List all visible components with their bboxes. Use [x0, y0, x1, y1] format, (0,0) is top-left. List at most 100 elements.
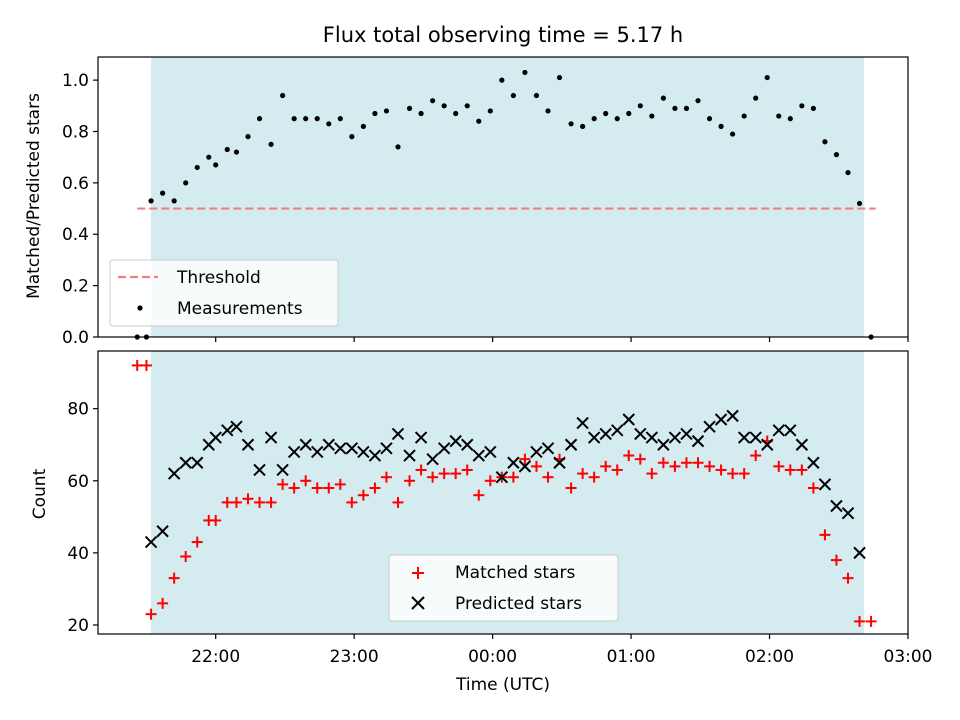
matched-star-point [577, 468, 589, 480]
matched-star-point [750, 450, 762, 462]
measurement-point [730, 131, 736, 137]
count-x-tick-label: 00:00 [468, 647, 517, 667]
matched-star-point [796, 464, 808, 476]
matched-star-point [265, 496, 277, 508]
measurement-point [706, 116, 713, 122]
matched-star-point [657, 457, 669, 469]
legend-measurements-swatch [137, 305, 143, 311]
measurement-point [476, 118, 482, 124]
predicted-star-point [634, 427, 647, 441]
measurement-point [224, 146, 230, 153]
predicted-star-point [426, 452, 439, 466]
ratio-x-ticks [215, 337, 909, 342]
matched-star-point [210, 514, 222, 526]
measurement-point [672, 105, 678, 111]
predicted-star-point [611, 424, 624, 437]
matched-star-point [461, 464, 473, 476]
measurement-point [556, 74, 563, 81]
legend-predicted-swatch [411, 596, 425, 610]
matched-star-point [323, 482, 335, 494]
matched-star-point [357, 489, 369, 501]
predicted-star-point [484, 445, 497, 459]
ratio-legend: Threshold Measurements [109, 259, 339, 327]
matched-star-point [830, 554, 842, 566]
predicted-star-point [414, 431, 428, 444]
predicted-star-point [179, 456, 192, 469]
predicted-star-point [576, 416, 589, 430]
predicted-star-point [680, 427, 693, 441]
chart-title: Flux total observing time = 5.17 h [323, 23, 683, 47]
measurement-point [383, 108, 390, 114]
predicted-star-point [668, 431, 682, 444]
count-y-tick-label: 20 [67, 616, 89, 636]
measurement-point [349, 134, 355, 140]
predicted-star-point [334, 442, 347, 455]
measurement-point [718, 123, 724, 129]
predicted-star-point [830, 499, 843, 513]
predicted-star-point [241, 438, 255, 451]
matched-star-point [784, 464, 796, 476]
matched-star-point [842, 572, 854, 584]
predicted-star-point [276, 463, 289, 477]
measurement-point [580, 123, 586, 129]
count-x-tick-label: 01:00 [607, 647, 656, 667]
measurement-point [148, 198, 154, 204]
predicted-star-point [221, 424, 234, 437]
predicted-star-point [518, 460, 532, 473]
predicted-star-point [495, 470, 509, 484]
predicted-star-point [841, 507, 855, 520]
count-legend-box [388, 554, 619, 622]
predicted-star-point [599, 427, 612, 441]
matched-star-point [415, 464, 427, 476]
matched-star-point [807, 482, 819, 494]
matched-star-point [140, 359, 152, 371]
count-x-ticks: 22:00 23:00 00:00 01:00 02:00 03:00 [191, 634, 933, 667]
predicted-star-point [784, 424, 797, 437]
legend-predicted-label: Predicted stars [455, 594, 582, 614]
measurement-point [510, 92, 516, 99]
measurement-point [626, 110, 632, 117]
matched-star-point [221, 496, 233, 508]
measurement-point [545, 108, 551, 114]
predicted-star-point [368, 449, 382, 462]
matched-star-point [311, 482, 323, 494]
measurement-point [245, 134, 251, 140]
matched-star-point [131, 359, 143, 371]
predicted-star-point [264, 431, 278, 444]
predicted-star-point [622, 413, 635, 426]
predicted-star-point [645, 431, 659, 444]
measurement-point [268, 141, 274, 147]
matched-star-point [380, 471, 392, 483]
measurement-point [810, 105, 816, 111]
predicted-star-point [530, 445, 543, 459]
measurement-point [776, 113, 782, 119]
predicted-star-point [772, 424, 785, 437]
measurement-point [591, 116, 597, 122]
matched-star-point [623, 450, 635, 462]
matched-star-point [242, 493, 254, 505]
count-y-ticks: 20 40 60 80 [67, 400, 98, 636]
measurement-point [303, 116, 309, 122]
measurement-point [256, 116, 263, 122]
measurement-point [683, 105, 690, 111]
predicted-star-point [403, 449, 416, 462]
predicted-star-point [461, 438, 474, 451]
predicted-star-point [287, 445, 301, 459]
matched-star-point [507, 471, 519, 483]
predicted-star-point [795, 438, 809, 451]
measurement-point [833, 152, 840, 158]
measurement-point [280, 92, 286, 99]
matched-star-point [404, 475, 416, 487]
legend-threshold-label: Threshold [176, 268, 261, 288]
measurement-point [337, 116, 343, 122]
measurement-point [845, 169, 851, 176]
matched-star-point [484, 475, 496, 487]
predicted-star-point [703, 420, 716, 433]
ratio-y-axis-label: Matched/Predicted stars [24, 93, 44, 299]
measurement-point [372, 110, 378, 117]
predicted-star-point [167, 467, 181, 480]
measurement-point [741, 113, 747, 119]
measurement-point [487, 108, 493, 114]
measurement-point [360, 123, 366, 129]
